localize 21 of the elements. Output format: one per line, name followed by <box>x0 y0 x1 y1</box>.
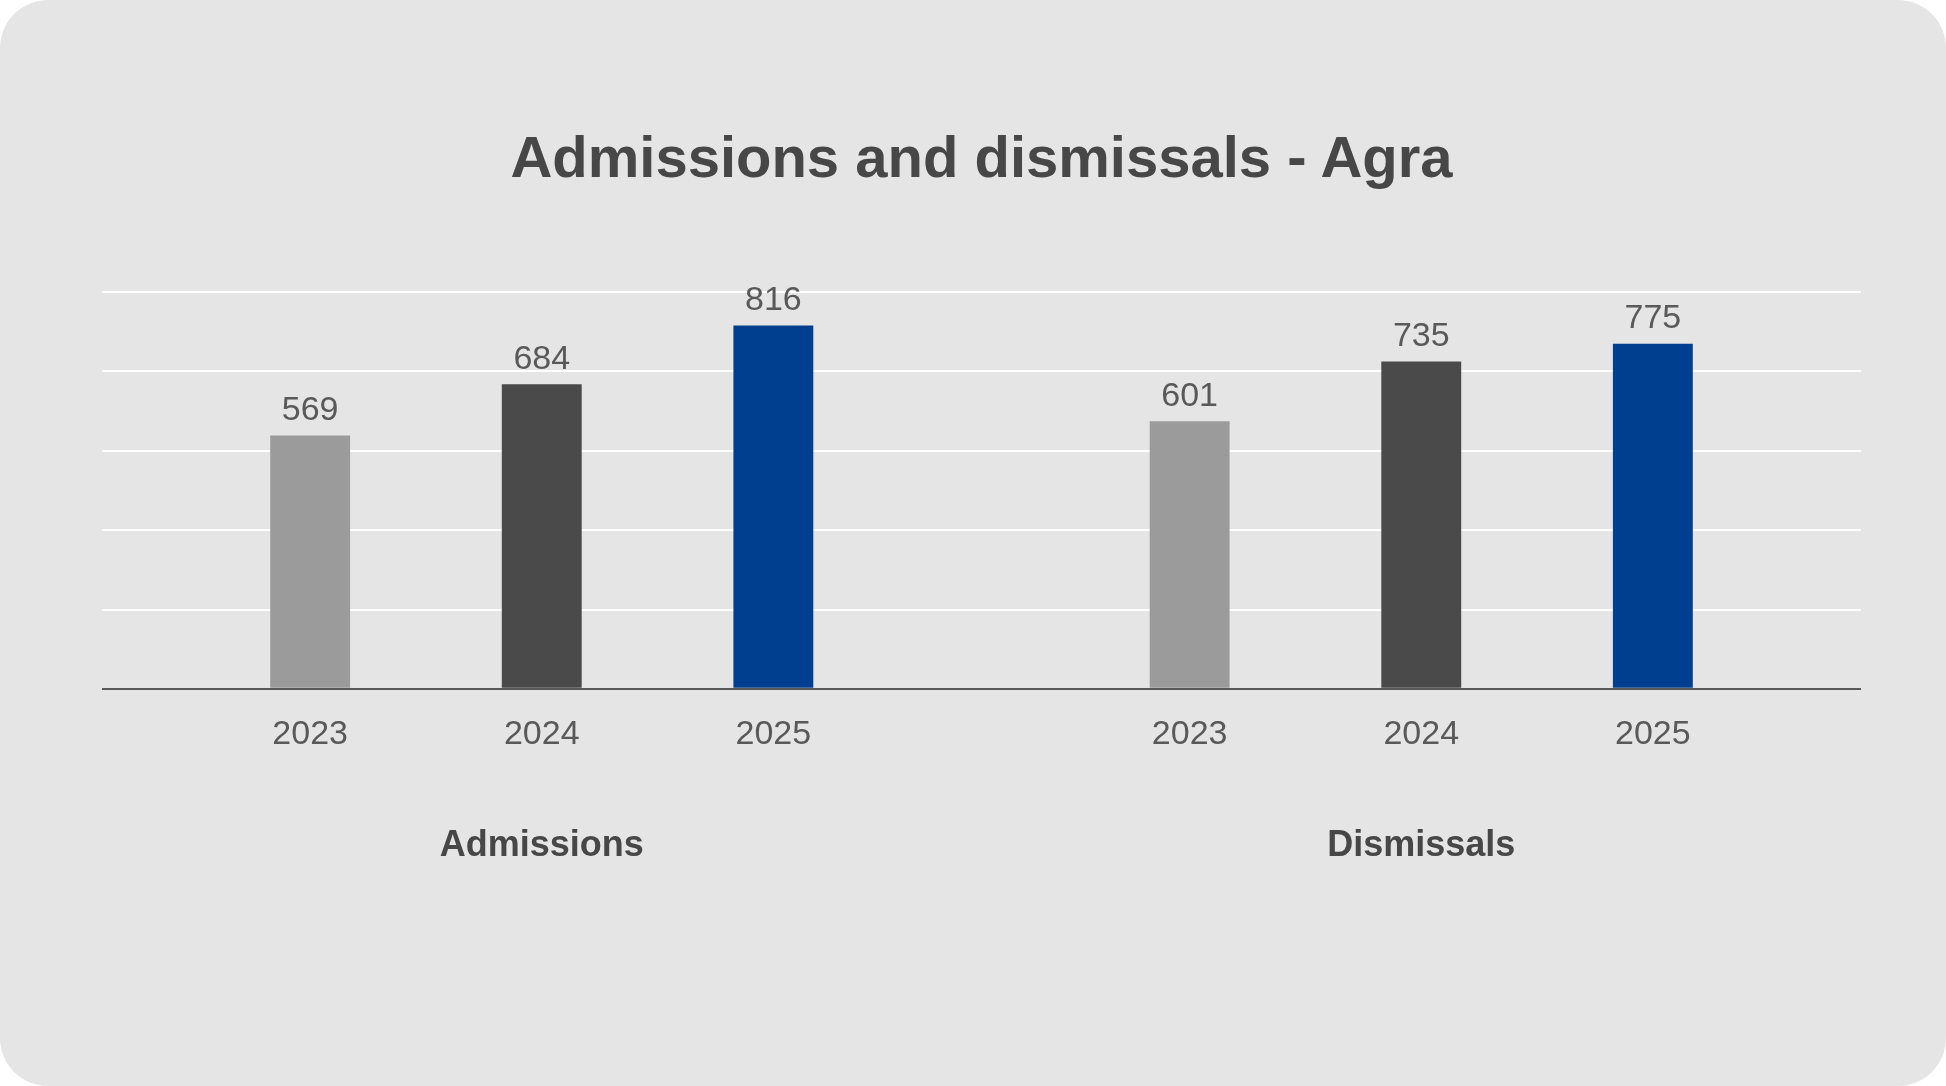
x-tick-label: Admissions <box>439 823 644 865</box>
bar <box>733 325 814 688</box>
bar <box>501 384 582 688</box>
data-label: 816 <box>744 278 802 317</box>
data-label: 775 <box>1624 297 1682 336</box>
bar <box>270 435 351 688</box>
text: 2025 <box>1615 713 1691 752</box>
series-label: 2025 <box>735 713 812 752</box>
chart-title: Admissions and dismissals - Agra <box>510 123 1454 189</box>
series-label: 2024 <box>503 713 580 752</box>
data-label: 601 <box>1161 374 1219 413</box>
text: 2023 <box>1151 713 1228 752</box>
text: 2024 <box>1383 713 1460 752</box>
data-label: 735 <box>1392 314 1450 353</box>
bar <box>1381 361 1462 688</box>
bar <box>1612 343 1693 688</box>
data-label: 569 <box>281 388 339 427</box>
x-tick-label: Dismissals <box>1327 823 1516 865</box>
data-label: 684 <box>513 337 571 376</box>
series-label: 2023 <box>272 713 348 752</box>
bar <box>1149 421 1230 688</box>
